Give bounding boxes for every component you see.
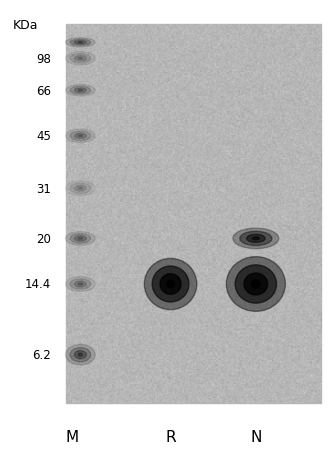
Ellipse shape [78, 136, 83, 137]
Ellipse shape [167, 281, 174, 288]
Ellipse shape [74, 41, 86, 45]
Text: R: R [165, 430, 176, 444]
Ellipse shape [74, 134, 86, 139]
Ellipse shape [74, 281, 86, 288]
Ellipse shape [66, 277, 95, 292]
Ellipse shape [78, 238, 83, 240]
Ellipse shape [66, 86, 95, 96]
Text: M: M [66, 430, 79, 444]
Ellipse shape [244, 273, 268, 295]
Ellipse shape [66, 182, 95, 196]
Ellipse shape [74, 236, 86, 242]
Ellipse shape [70, 40, 91, 46]
Text: 31: 31 [36, 182, 51, 195]
Ellipse shape [78, 283, 83, 285]
Ellipse shape [247, 235, 265, 243]
Text: 66: 66 [36, 85, 51, 97]
Ellipse shape [70, 234, 91, 244]
Text: 98: 98 [36, 53, 51, 66]
Bar [66, 25, 321, 403]
Ellipse shape [74, 89, 86, 93]
Ellipse shape [70, 348, 91, 362]
Ellipse shape [74, 186, 86, 192]
Ellipse shape [66, 232, 95, 246]
Ellipse shape [70, 132, 91, 142]
Text: KDa: KDa [13, 19, 39, 32]
Ellipse shape [152, 267, 189, 302]
Ellipse shape [70, 55, 91, 64]
Ellipse shape [66, 52, 95, 66]
Ellipse shape [70, 87, 91, 95]
Ellipse shape [74, 351, 86, 359]
Text: N: N [250, 430, 261, 444]
Ellipse shape [78, 42, 83, 44]
Ellipse shape [144, 259, 197, 310]
Ellipse shape [78, 90, 83, 92]
Ellipse shape [226, 257, 285, 312]
Ellipse shape [70, 279, 91, 289]
Ellipse shape [70, 184, 91, 194]
Ellipse shape [74, 56, 86, 62]
Text: 14.4: 14.4 [25, 278, 51, 291]
Text: 45: 45 [36, 130, 51, 143]
Ellipse shape [240, 232, 272, 246]
Ellipse shape [233, 229, 279, 249]
Ellipse shape [66, 345, 95, 365]
Ellipse shape [66, 39, 95, 48]
Text: 6.2: 6.2 [32, 349, 51, 361]
Ellipse shape [78, 58, 83, 60]
Text: 20: 20 [36, 233, 51, 245]
Ellipse shape [66, 130, 95, 143]
Ellipse shape [252, 280, 260, 288]
Ellipse shape [253, 238, 259, 240]
Ellipse shape [78, 354, 83, 356]
Ellipse shape [78, 188, 83, 190]
Ellipse shape [160, 274, 181, 295]
Ellipse shape [235, 265, 277, 303]
